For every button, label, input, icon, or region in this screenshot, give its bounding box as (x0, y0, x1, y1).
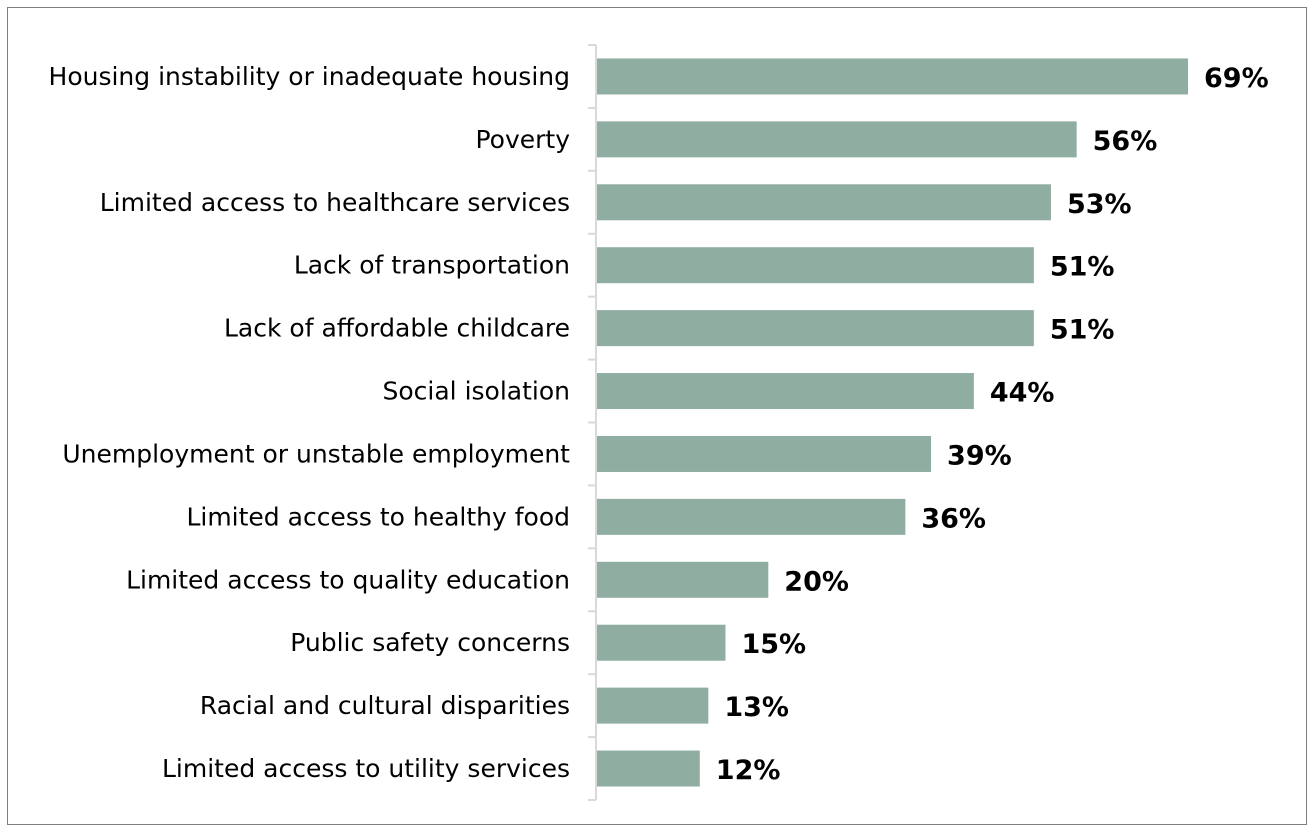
bar (597, 688, 708, 724)
bar (597, 247, 1034, 283)
value-label: 12% (716, 755, 781, 786)
bar (597, 58, 1188, 94)
category-label: Limited access to utility services (162, 754, 570, 783)
value-label: 39% (947, 440, 1012, 471)
value-label: 15% (741, 629, 806, 660)
bar (597, 625, 725, 661)
category-label: Unemployment or unstable employment (62, 439, 570, 468)
value-label: 69% (1204, 63, 1269, 94)
value-label: 36% (921, 503, 986, 534)
bar (597, 184, 1051, 220)
value-label: 56% (1093, 126, 1158, 157)
bar (597, 751, 700, 787)
category-label: Lack of transportation (294, 251, 570, 280)
value-label: 51% (1050, 252, 1115, 283)
bar (597, 436, 931, 472)
bar (597, 499, 905, 535)
category-label: Housing instability or inadequate housin… (49, 62, 570, 91)
category-labels: Housing instability or inadequate housin… (49, 62, 571, 783)
bar (597, 562, 768, 598)
value-label: 44% (990, 378, 1055, 409)
category-label: Lack of affordable childcare (224, 314, 570, 343)
value-label: 13% (724, 692, 789, 723)
bars-layer (597, 58, 1188, 786)
value-label: 51% (1050, 315, 1115, 346)
category-label: Poverty (475, 125, 570, 154)
category-label: Limited access to healthy food (186, 502, 570, 531)
bar (597, 121, 1077, 157)
bar (597, 310, 1034, 346)
category-label: Social isolation (383, 377, 571, 406)
category-label: Racial and cultural disparities (200, 691, 570, 720)
category-label: Public safety concerns (290, 628, 570, 657)
value-label: 20% (784, 566, 849, 597)
category-axis (588, 45, 596, 800)
value-label: 53% (1067, 189, 1132, 220)
category-label: Limited access to healthcare services (100, 188, 570, 217)
category-label: Limited access to quality education (126, 565, 570, 594)
bar (597, 373, 974, 409)
value-labels: 69% 56% 53% 51% 51% 44% 39% 36% 20% 15% 13% 12% (716, 63, 1269, 786)
